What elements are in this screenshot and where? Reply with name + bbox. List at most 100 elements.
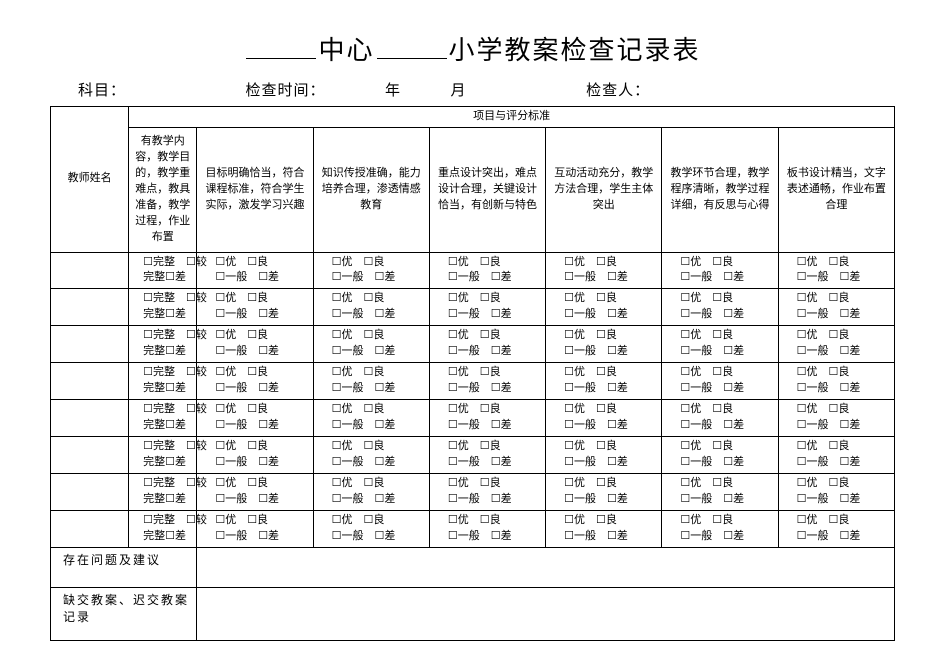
rating-cell-6[interactable]: ☐优 ☐良☐一般 ☐差: [778, 252, 894, 289]
rating-cell-2[interactable]: ☐优 ☐良☐一般 ☐差: [313, 252, 429, 289]
rating-cell-5[interactable]: ☐优 ☐良☐一般 ☐差: [662, 289, 778, 326]
rating-cell-0[interactable]: ☐完整 ☐较完整☐差: [129, 436, 197, 473]
month-label: 月: [451, 83, 467, 99]
table-row: ☐完整 ☐较完整☐差☐优 ☐良☐一般 ☐差☐优 ☐良☐一般 ☐差☐优 ☐良☐一般…: [51, 436, 895, 473]
criteria-header-2: 知识传授准确，能力培养合理，渗透情感教育: [313, 127, 429, 252]
teacher-name-cell[interactable]: [51, 400, 129, 437]
rating-cell-1[interactable]: ☐优 ☐良☐一般 ☐差: [197, 252, 313, 289]
title-blank-1: [246, 33, 316, 59]
teacher-name-header: 教师姓名: [51, 107, 129, 253]
rating-cell-2[interactable]: ☐优 ☐良☐一般 ☐差: [313, 363, 429, 400]
rating-cell-3[interactable]: ☐优 ☐良☐一般 ☐差: [429, 252, 545, 289]
footer-issues-body[interactable]: [197, 547, 895, 587]
teacher-name-cell[interactable]: [51, 326, 129, 363]
criteria-header-4: 互动活动充分，教学方法合理，学生主体突出: [546, 127, 662, 252]
criteria-header-1: 目标明确恰当，符合课程标准，符合学生实际，激发学习兴趣: [197, 127, 313, 252]
footer-row-issues: 存在问题及建议: [51, 547, 895, 587]
teacher-name-cell[interactable]: [51, 289, 129, 326]
footer-missing-body[interactable]: [197, 587, 895, 641]
table-row: ☐完整 ☐较完整☐差☐优 ☐良☐一般 ☐差☐优 ☐良☐一般 ☐差☐优 ☐良☐一般…: [51, 400, 895, 437]
rating-cell-2[interactable]: ☐优 ☐良☐一般 ☐差: [313, 473, 429, 510]
rating-cell-5[interactable]: ☐优 ☐良☐一般 ☐差: [662, 252, 778, 289]
teacher-name-cell[interactable]: [51, 510, 129, 547]
rating-cell-5[interactable]: ☐优 ☐良☐一般 ☐差: [662, 473, 778, 510]
footer-issues-label: 存在问题及建议: [51, 547, 197, 587]
rating-cell-6[interactable]: ☐优 ☐良☐一般 ☐差: [778, 510, 894, 547]
table-row: ☐完整 ☐较完整☐差☐优 ☐良☐一般 ☐差☐优 ☐良☐一般 ☐差☐优 ☐良☐一般…: [51, 473, 895, 510]
rating-cell-3[interactable]: ☐优 ☐良☐一般 ☐差: [429, 326, 545, 363]
rating-cell-0[interactable]: ☐完整 ☐较完整☐差: [129, 252, 197, 289]
table-row: ☐完整 ☐较完整☐差☐优 ☐良☐一般 ☐差☐优 ☐良☐一般 ☐差☐优 ☐良☐一般…: [51, 363, 895, 400]
rating-cell-4[interactable]: ☐优 ☐良☐一般 ☐差: [546, 326, 662, 363]
rating-cell-6[interactable]: ☐优 ☐良☐一般 ☐差: [778, 289, 894, 326]
rating-cell-5[interactable]: ☐优 ☐良☐一般 ☐差: [662, 326, 778, 363]
rating-cell-6[interactable]: ☐优 ☐良☐一般 ☐差: [778, 326, 894, 363]
table-row: ☐完整 ☐较完整☐差☐优 ☐良☐一般 ☐差☐优 ☐良☐一般 ☐差☐优 ☐良☐一般…: [51, 289, 895, 326]
meta-row: 科目： 检查时间： 年 月 检查人：: [50, 77, 895, 106]
rating-cell-0[interactable]: ☐完整 ☐较完整☐差: [129, 473, 197, 510]
teacher-name-cell[interactable]: [51, 436, 129, 473]
page-title: 中心 小学教案检查记录表: [50, 30, 895, 67]
footer-missing-label: 缺交教案、迟交教案记录: [51, 587, 197, 641]
rating-cell-6[interactable]: ☐优 ☐良☐一般 ☐差: [778, 400, 894, 437]
rating-cell-0[interactable]: ☐完整 ☐较完整☐差: [129, 510, 197, 547]
title-center: 中心: [318, 36, 374, 65]
table-row: ☐完整 ☐较完整☐差☐优 ☐良☐一般 ☐差☐优 ☐良☐一般 ☐差☐优 ☐良☐一般…: [51, 326, 895, 363]
rating-cell-1[interactable]: ☐优 ☐良☐一般 ☐差: [197, 289, 313, 326]
year-label: 年: [385, 83, 401, 99]
table-row: ☐完整 ☐较完整☐差☐优 ☐良☐一般 ☐差☐优 ☐良☐一般 ☐差☐优 ☐良☐一般…: [51, 252, 895, 289]
rating-cell-4[interactable]: ☐优 ☐良☐一般 ☐差: [546, 252, 662, 289]
criteria-header-5: 教学环节合理，教学程序清晰，教学过程详细，有反思与心得: [662, 127, 778, 252]
rating-cell-1[interactable]: ☐优 ☐良☐一般 ☐差: [197, 436, 313, 473]
criteria-header-6: 板书设计精当，文字表述通畅，作业布置合理: [778, 127, 894, 252]
criteria-group-header: 项目与评分标准: [129, 107, 895, 128]
rating-cell-3[interactable]: ☐优 ☐良☐一般 ☐差: [429, 436, 545, 473]
rating-cell-4[interactable]: ☐优 ☐良☐一般 ☐差: [546, 400, 662, 437]
title-suffix: 小学教案检查记录表: [449, 36, 701, 65]
rating-cell-5[interactable]: ☐优 ☐良☐一般 ☐差: [662, 363, 778, 400]
rating-cell-0[interactable]: ☐完整 ☐较完整☐差: [129, 363, 197, 400]
rating-cell-1[interactable]: ☐优 ☐良☐一般 ☐差: [197, 510, 313, 547]
rating-cell-4[interactable]: ☐优 ☐良☐一般 ☐差: [546, 473, 662, 510]
rating-cell-2[interactable]: ☐优 ☐良☐一般 ☐差: [313, 289, 429, 326]
rating-cell-6[interactable]: ☐优 ☐良☐一般 ☐差: [778, 473, 894, 510]
criteria-header-0: 有教学内容，教学目的，教学重难点，教具准备，教学过程，作业布置: [129, 127, 197, 252]
title-blank-2: [377, 33, 447, 59]
rating-cell-5[interactable]: ☐优 ☐良☐一般 ☐差: [662, 400, 778, 437]
rating-cell-4[interactable]: ☐优 ☐良☐一般 ☐差: [546, 289, 662, 326]
rating-cell-3[interactable]: ☐优 ☐良☐一般 ☐差: [429, 363, 545, 400]
rating-cell-0[interactable]: ☐完整 ☐较完整☐差: [129, 400, 197, 437]
rating-cell-3[interactable]: ☐优 ☐良☐一般 ☐差: [429, 510, 545, 547]
rating-cell-3[interactable]: ☐优 ☐良☐一般 ☐差: [429, 400, 545, 437]
rating-cell-2[interactable]: ☐优 ☐良☐一般 ☐差: [313, 510, 429, 547]
table-row: ☐完整 ☐较完整☐差☐优 ☐良☐一般 ☐差☐优 ☐良☐一般 ☐差☐优 ☐良☐一般…: [51, 510, 895, 547]
rating-cell-4[interactable]: ☐优 ☐良☐一般 ☐差: [546, 363, 662, 400]
teacher-name-cell[interactable]: [51, 252, 129, 289]
rating-cell-1[interactable]: ☐优 ☐良☐一般 ☐差: [197, 473, 313, 510]
criteria-header-3: 重点设计突出，难点设计合理，关键设计恰当，有创新与特色: [429, 127, 545, 252]
subject-label: 科目：: [78, 83, 126, 99]
rating-cell-0[interactable]: ☐完整 ☐较完整☐差: [129, 326, 197, 363]
rating-cell-2[interactable]: ☐优 ☐良☐一般 ☐差: [313, 326, 429, 363]
rating-cell-2[interactable]: ☐优 ☐良☐一般 ☐差: [313, 400, 429, 437]
criteria-header-row: 有教学内容，教学目的，教学重难点，教具准备，教学过程，作业布置 目标明确恰当，符…: [51, 127, 895, 252]
rating-cell-5[interactable]: ☐优 ☐良☐一般 ☐差: [662, 436, 778, 473]
inspector-label: 检查人：: [586, 83, 650, 99]
rating-cell-4[interactable]: ☐优 ☐良☐一般 ☐差: [546, 510, 662, 547]
teacher-name-cell[interactable]: [51, 473, 129, 510]
rating-cell-1[interactable]: ☐优 ☐良☐一般 ☐差: [197, 363, 313, 400]
rating-cell-3[interactable]: ☐优 ☐良☐一般 ☐差: [429, 473, 545, 510]
table-body: ☐完整 ☐较完整☐差☐优 ☐良☐一般 ☐差☐优 ☐良☐一般 ☐差☐优 ☐良☐一般…: [51, 252, 895, 547]
rating-cell-1[interactable]: ☐优 ☐良☐一般 ☐差: [197, 400, 313, 437]
rating-cell-0[interactable]: ☐完整 ☐较完整☐差: [129, 289, 197, 326]
rating-cell-4[interactable]: ☐优 ☐良☐一般 ☐差: [546, 436, 662, 473]
record-table: 教师姓名 项目与评分标准 有教学内容，教学目的，教学重难点，教具准备，教学过程，…: [50, 106, 895, 641]
rating-cell-6[interactable]: ☐优 ☐良☐一般 ☐差: [778, 436, 894, 473]
rating-cell-3[interactable]: ☐优 ☐良☐一般 ☐差: [429, 289, 545, 326]
rating-cell-2[interactable]: ☐优 ☐良☐一般 ☐差: [313, 436, 429, 473]
rating-cell-5[interactable]: ☐优 ☐良☐一般 ☐差: [662, 510, 778, 547]
rating-cell-6[interactable]: ☐优 ☐良☐一般 ☐差: [778, 363, 894, 400]
teacher-name-cell[interactable]: [51, 363, 129, 400]
rating-cell-1[interactable]: ☐优 ☐良☐一般 ☐差: [197, 326, 313, 363]
footer-row-missing: 缺交教案、迟交教案记录: [51, 587, 895, 641]
